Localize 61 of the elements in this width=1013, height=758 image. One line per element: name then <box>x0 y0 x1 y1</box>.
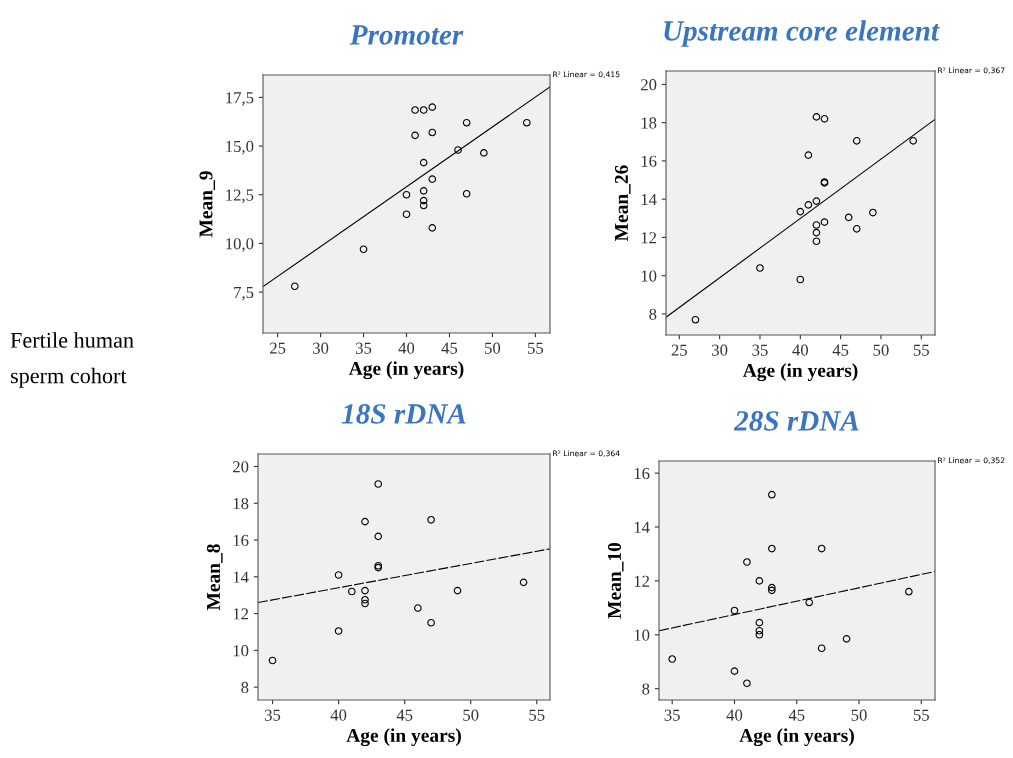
chart-title: 18S rDNA <box>341 404 466 424</box>
x-tick-label: 45 <box>832 344 849 356</box>
y-tick-label: 14 <box>233 571 249 583</box>
x-axis-title: Age (in years) <box>739 728 854 747</box>
x-tick-label: 30 <box>313 342 329 354</box>
x-tick-label: 40 <box>726 709 743 721</box>
text: Fertile human sperm cohort <box>10 332 134 388</box>
chart-title: Upstream core element <box>664 20 940 47</box>
x-tick-label: 25 <box>270 342 286 354</box>
y-axis-title: Mean_26 <box>614 165 631 242</box>
x-tick-label: 35 <box>265 709 281 721</box>
y-tick-label: 8 <box>642 683 650 695</box>
x-tick-label: 45 <box>441 342 458 354</box>
x-tick-label: 45 <box>396 709 413 721</box>
x-tick-label: 45 <box>788 709 805 721</box>
x-tick-label: 50 <box>873 344 889 356</box>
x-tick-label: 55 <box>913 709 929 721</box>
y-tick-label: 8 <box>649 308 657 320</box>
x-axis-title: Age (in years) <box>348 361 464 380</box>
x-tick-label: 40 <box>792 344 808 356</box>
y-axis-title: Mean_8 <box>206 544 223 611</box>
y-tick-label: 18 <box>641 117 657 129</box>
x-tick-label: 35 <box>664 709 680 721</box>
y-tick-label: 12,5 <box>226 189 254 204</box>
x-tick-label: 55 <box>529 709 545 721</box>
y-tick-label: 14 <box>634 521 650 533</box>
x-tick-label: 40 <box>330 709 347 721</box>
x-tick-label: 35 <box>752 344 768 356</box>
y-tick-label: 12 <box>233 608 249 620</box>
y-tick-label: 20 <box>641 79 657 91</box>
x-tick-label: 30 <box>712 344 728 356</box>
x-axis-title: Age (in years) <box>742 363 858 382</box>
y-tick-label: 10,0 <box>226 238 254 252</box>
y-tick-label: 17,5 <box>226 92 254 106</box>
y-tick-label: 8 <box>241 681 249 694</box>
x-tick-label: 50 <box>463 709 479 721</box>
y-tick-label: 18 <box>233 497 249 510</box>
y-axis-title: Mean_10 <box>607 542 624 619</box>
x-axis-title: Age (in years) <box>346 728 461 747</box>
y-tick-label: 12 <box>634 575 650 587</box>
y-tick-label: 7,5 <box>234 286 254 301</box>
y-tick-label: 10 <box>641 270 657 282</box>
x-tick-label: 35 <box>356 342 372 354</box>
x-tick-label: 50 <box>485 342 501 354</box>
y-tick-label: 16 <box>641 155 657 167</box>
y-tick-label: 16 <box>233 534 249 546</box>
x-tick-label: 25 <box>671 344 687 356</box>
y-tick-label: 20 <box>233 461 249 473</box>
y-tick-label: 10 <box>634 629 650 641</box>
x-tick-label: 50 <box>851 709 867 721</box>
y-axis-title: Mean_9 <box>199 171 216 238</box>
chart-title: Promoter <box>349 25 464 45</box>
y-tick-label: 10 <box>233 645 249 657</box>
y-tick-label: 12 <box>641 232 657 244</box>
chart-title: 28S rDNA <box>733 411 859 431</box>
x-tick-label: 55 <box>528 342 544 354</box>
y-tick-label: 15,0 <box>226 140 254 155</box>
x-tick-label: 55 <box>913 344 929 356</box>
y-tick-label: 16 <box>634 467 650 480</box>
y-tick-label: 14 <box>641 193 657 205</box>
x-tick-label: 40 <box>398 342 415 354</box>
